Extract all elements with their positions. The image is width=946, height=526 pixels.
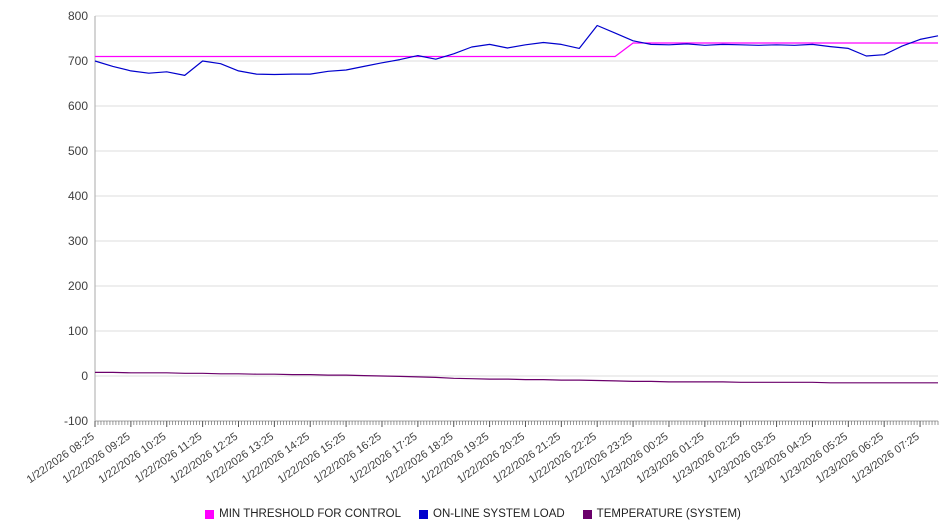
legend-swatch-min-threshold bbox=[205, 509, 215, 519]
y-tick-label: 700 bbox=[68, 54, 88, 68]
y-tick-label: 100 bbox=[68, 324, 88, 338]
y-tick-label: 0 bbox=[81, 369, 88, 383]
y-tick-label: 600 bbox=[68, 99, 88, 113]
chart-legend: MIN THRESHOLD FOR CONTROL ON-LINE SYSTEM… bbox=[0, 508, 946, 520]
legend-swatch-temperature-system bbox=[582, 509, 592, 519]
y-tick-label: 300 bbox=[68, 234, 88, 248]
legend-label-online-system-load: ON-LINE SYSTEM LOAD bbox=[433, 508, 565, 520]
legend-item-online-system-load[interactable]: ON-LINE SYSTEM LOAD bbox=[419, 508, 565, 520]
y-tick-label: 200 bbox=[68, 279, 88, 293]
y-tick-label: -100 bbox=[64, 414, 88, 428]
series-line-temperature-system bbox=[95, 371, 938, 384]
legend-label-min-threshold: MIN THRESHOLD FOR CONTROL bbox=[219, 508, 402, 520]
legend-label-temperature-system: TEMPERATURE (SYSTEM) bbox=[596, 508, 741, 520]
y-tick-label: 800 bbox=[68, 9, 88, 23]
y-tick-label: 400 bbox=[68, 189, 88, 203]
legend-item-min-threshold[interactable]: MIN THRESHOLD FOR CONTROL bbox=[205, 508, 401, 520]
legend-swatch-online-system-load bbox=[419, 509, 429, 519]
series-line-on-line-system-load bbox=[94, 24, 939, 77]
x-tick-label: 1/23/2026 07:25 bbox=[850, 431, 922, 486]
y-tick-label: 500 bbox=[68, 144, 88, 158]
series-line-min-threshold-for-control bbox=[95, 42, 938, 58]
legend-item-temperature-system[interactable]: TEMPERATURE (SYSTEM) bbox=[582, 508, 741, 520]
